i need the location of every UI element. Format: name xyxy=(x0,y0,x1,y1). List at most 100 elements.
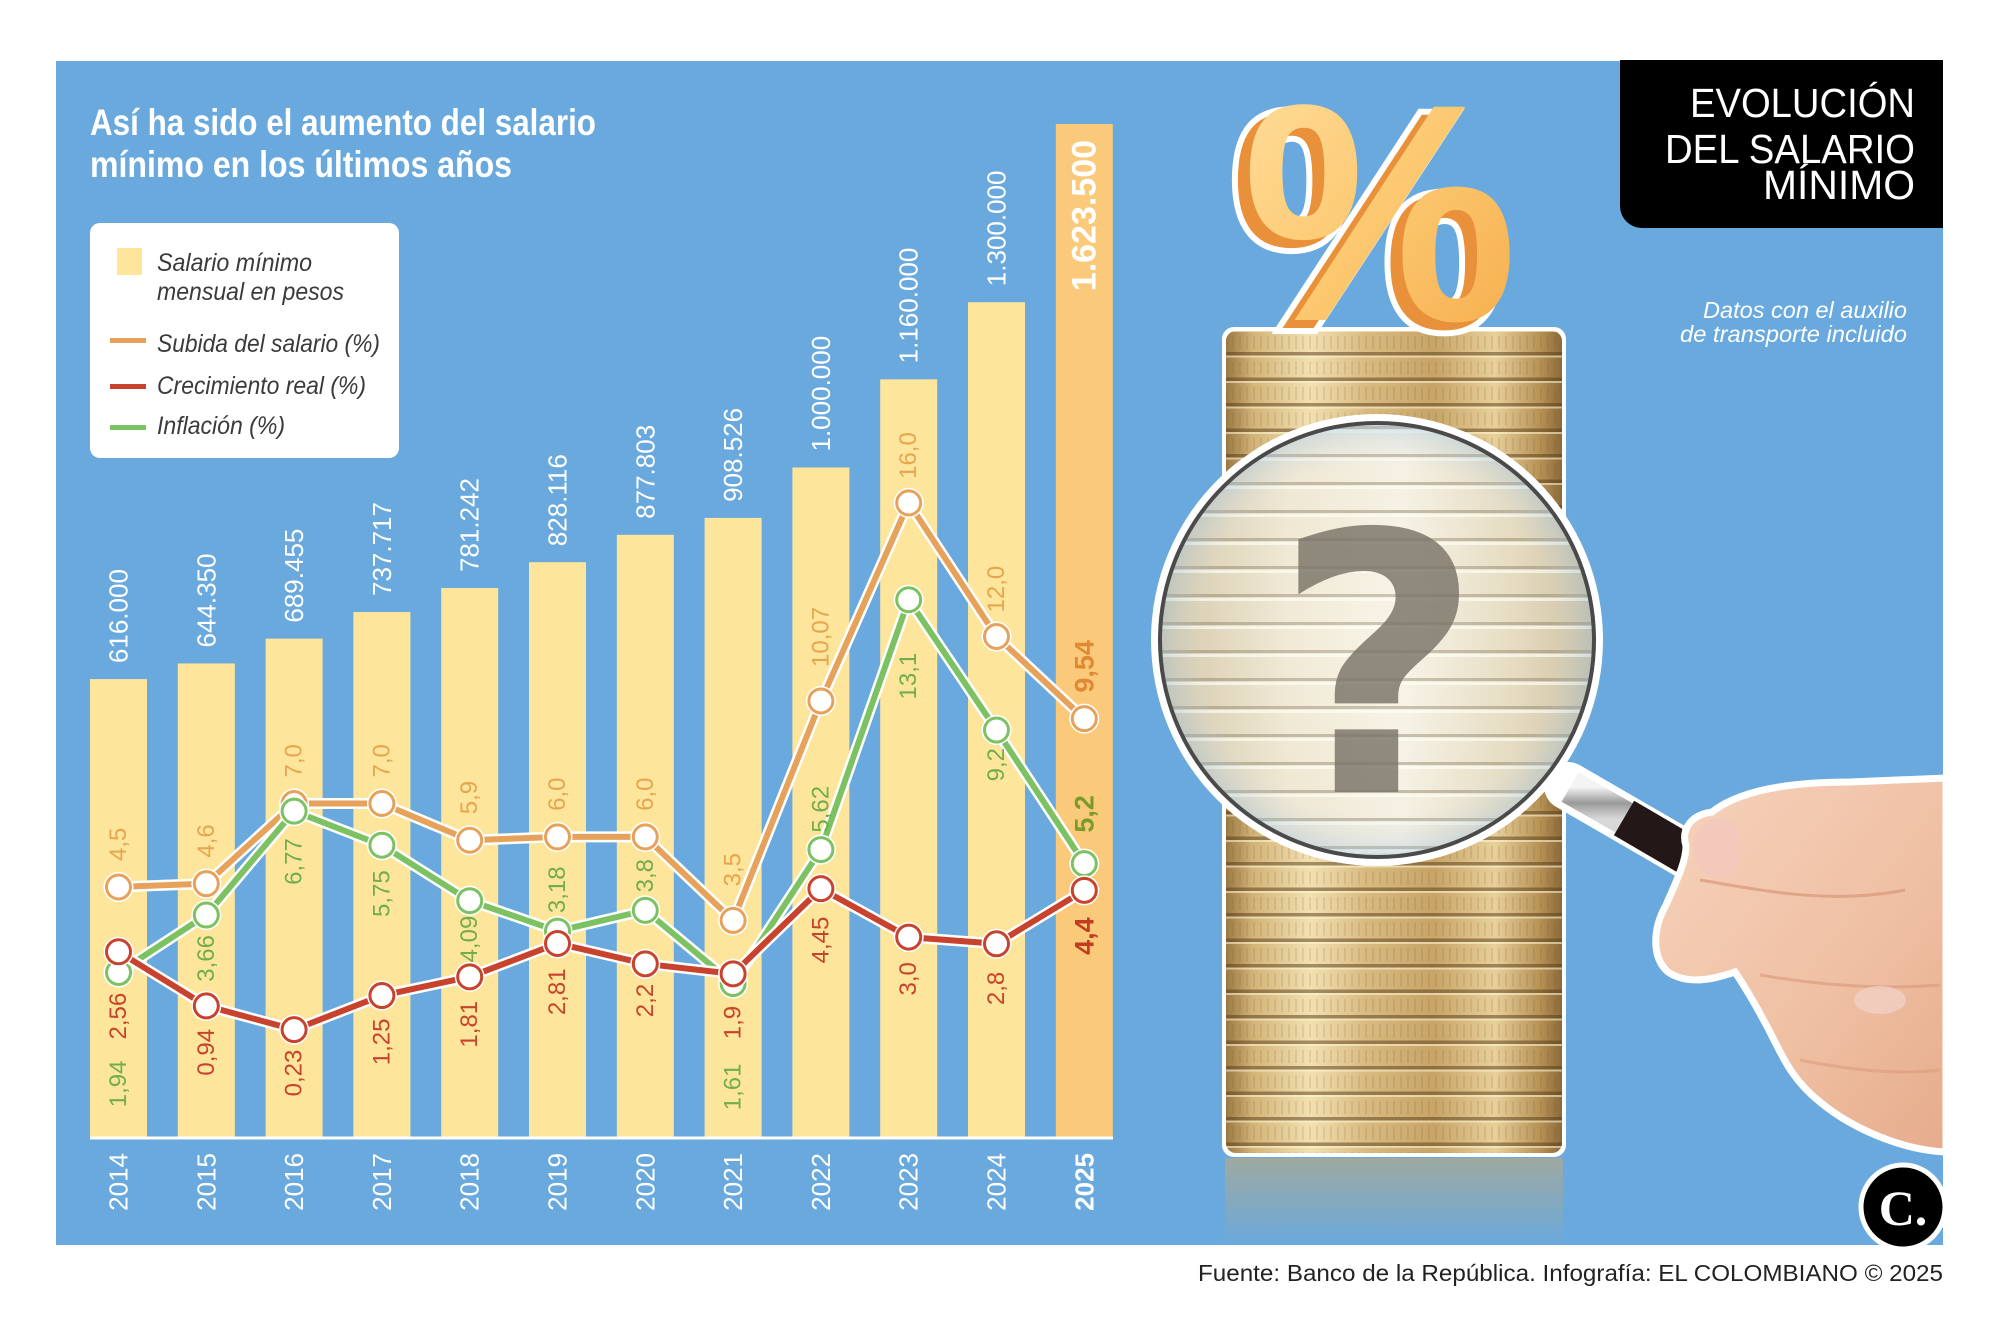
data-point-marker xyxy=(192,901,220,929)
line-value-label: 3,66 xyxy=(193,935,220,982)
line-value-label: 3,5 xyxy=(720,853,747,886)
data-point-marker xyxy=(983,623,1010,650)
legend-label-salario: Salario mínimo xyxy=(157,249,312,277)
badge-line3: MÍNIMO xyxy=(1763,162,1915,208)
badge-background xyxy=(1620,60,1943,228)
section-badge: EVOLUCIÓN DEL SALARIO MÍNIMO xyxy=(1620,60,1943,228)
data-point-marker xyxy=(807,836,835,864)
el-colombiano-logo: C. xyxy=(1858,1162,1948,1252)
data-point-marker xyxy=(368,831,396,859)
data-point-marker xyxy=(105,938,132,966)
data-point-marker xyxy=(1070,705,1098,733)
data-point-marker xyxy=(368,982,396,1010)
legend-label-inflacion: Inflación (%) xyxy=(157,412,285,440)
data-point-marker xyxy=(105,873,132,901)
svg-text:%: % xyxy=(1230,47,1506,394)
logo-text: C. xyxy=(1879,1180,1928,1236)
data-point-marker xyxy=(1070,876,1098,904)
data-point-marker xyxy=(368,790,396,817)
x-axis-tick-label: 2018 xyxy=(455,1153,485,1211)
data-point-marker xyxy=(807,687,835,715)
line-value-label: 0,94 xyxy=(193,1029,220,1076)
line-value-label: 4,09 xyxy=(456,916,483,963)
line-value-label: 2,81 xyxy=(544,968,571,1015)
line-value-label: 4,45 xyxy=(807,917,834,964)
bar-2017 xyxy=(353,612,411,1138)
logo-circle-icon xyxy=(1858,1162,1948,1252)
x-axis-tick-label: 2014 xyxy=(104,1153,134,1211)
line-value-label: 0,23 xyxy=(281,1050,308,1097)
source-credit: Fuente: Banco de la República. Infografí… xyxy=(1198,1260,1943,1286)
bar-value-label: 1.623.500 xyxy=(1065,140,1103,291)
coin-reflection xyxy=(1225,1158,1563,1245)
question-mark-icon: ? xyxy=(1274,458,1483,877)
data-note-line2: de transporte incluido xyxy=(1680,321,1907,347)
line-value-label: 16,0 xyxy=(895,432,922,479)
data-point-marker xyxy=(807,875,835,903)
bar-2018 xyxy=(441,588,499,1138)
bar-value-label: 616.000 xyxy=(104,569,134,663)
data-point-marker xyxy=(895,586,923,614)
line-value-label: 3,8 xyxy=(632,859,659,892)
line-value-label: 9,2 xyxy=(983,748,1010,781)
bar-value-label: 828.116 xyxy=(543,454,573,546)
line-value-label: 7,0 xyxy=(281,744,308,777)
data-point-marker xyxy=(983,716,1010,744)
hand-icon xyxy=(1652,774,1943,1156)
data-point-marker xyxy=(631,823,659,851)
x-axis-tick-label: 2019 xyxy=(543,1153,573,1211)
bar-2021 xyxy=(704,517,762,1138)
bar-value-label: 689.455 xyxy=(279,529,309,623)
data-point-marker xyxy=(456,826,484,854)
badge-line1: EVOLUCIÓN xyxy=(1690,80,1915,126)
line-value-label: 6,0 xyxy=(544,778,571,811)
legend-swatch-bar-icon xyxy=(117,248,142,275)
line-value-label: 2,2 xyxy=(632,984,659,1017)
bar-value-label: 781.242 xyxy=(455,478,485,572)
data-point-marker xyxy=(895,923,923,951)
line-value-label: 6,0 xyxy=(632,778,659,811)
bar-value-label: 1.000.000 xyxy=(806,336,836,452)
bar-value-label: 1.300.000 xyxy=(982,171,1012,287)
line-value-label: 1,81 xyxy=(456,1001,483,1048)
line-series xyxy=(103,487,1100,1045)
data-point-marker xyxy=(719,906,747,934)
line-value-label: 1,9 xyxy=(720,1006,747,1039)
line-value-label: 10,07 xyxy=(807,607,834,667)
data-point-marker xyxy=(456,963,484,991)
bar-value-label: 877.803 xyxy=(630,425,660,519)
line-value-label: 9,54 xyxy=(1069,640,1099,693)
legend: Salario mínimo mensual en pesos Subida d… xyxy=(90,223,399,458)
legend-label-salario-line2: mensual en pesos xyxy=(157,278,344,306)
chart-title-line1: Así ha sido el aumento del salario xyxy=(90,102,596,143)
data-point-marker xyxy=(631,950,659,978)
legend-swatch-subida-icon xyxy=(110,338,146,343)
bar-2016 xyxy=(265,638,323,1138)
bar-2014 xyxy=(90,679,147,1138)
x-axis-tick-label: 2022 xyxy=(806,1153,836,1211)
x-axis-tick-label: 2015 xyxy=(191,1153,221,1211)
line-subida-del-salario- xyxy=(103,487,1100,936)
line-value-label: 2,8 xyxy=(983,972,1010,1005)
svg-text:%: % xyxy=(1242,39,1518,386)
line-value-labels: 4,5 4,6 7,0 7,0 5,9 6,0 6,0 3,5 10,07 16,0 12,0 9,5… xyxy=(105,432,1099,1110)
data-point-marker xyxy=(719,960,747,988)
bar-value-label: 644.350 xyxy=(191,553,221,647)
data-point-marker xyxy=(631,896,659,924)
line-value-label: 4,5 xyxy=(105,828,132,861)
line-crecimiento-real- xyxy=(103,873,1100,1045)
data-point-marker xyxy=(983,930,1010,958)
line-value-label: 4,4 xyxy=(1069,917,1099,955)
badge-line2: DEL SALARIO xyxy=(1665,126,1915,172)
legend-swatch-inflacion-icon xyxy=(110,425,146,430)
x-axis-tick-label: 2017 xyxy=(367,1153,397,1211)
illustration: % % ? xyxy=(1151,39,1943,1245)
line-value-label: 5,75 xyxy=(368,870,395,917)
x-axis-tick-label: 2025 xyxy=(1069,1153,1099,1211)
chart-title-line2: mínimo en los últimos años xyxy=(90,144,512,185)
line-value-label: 3,18 xyxy=(544,866,571,913)
legend-swatch-crecimiento-icon xyxy=(110,384,146,389)
x-axis-tick-label: 2020 xyxy=(630,1153,660,1211)
data-point-marker xyxy=(192,992,220,1020)
